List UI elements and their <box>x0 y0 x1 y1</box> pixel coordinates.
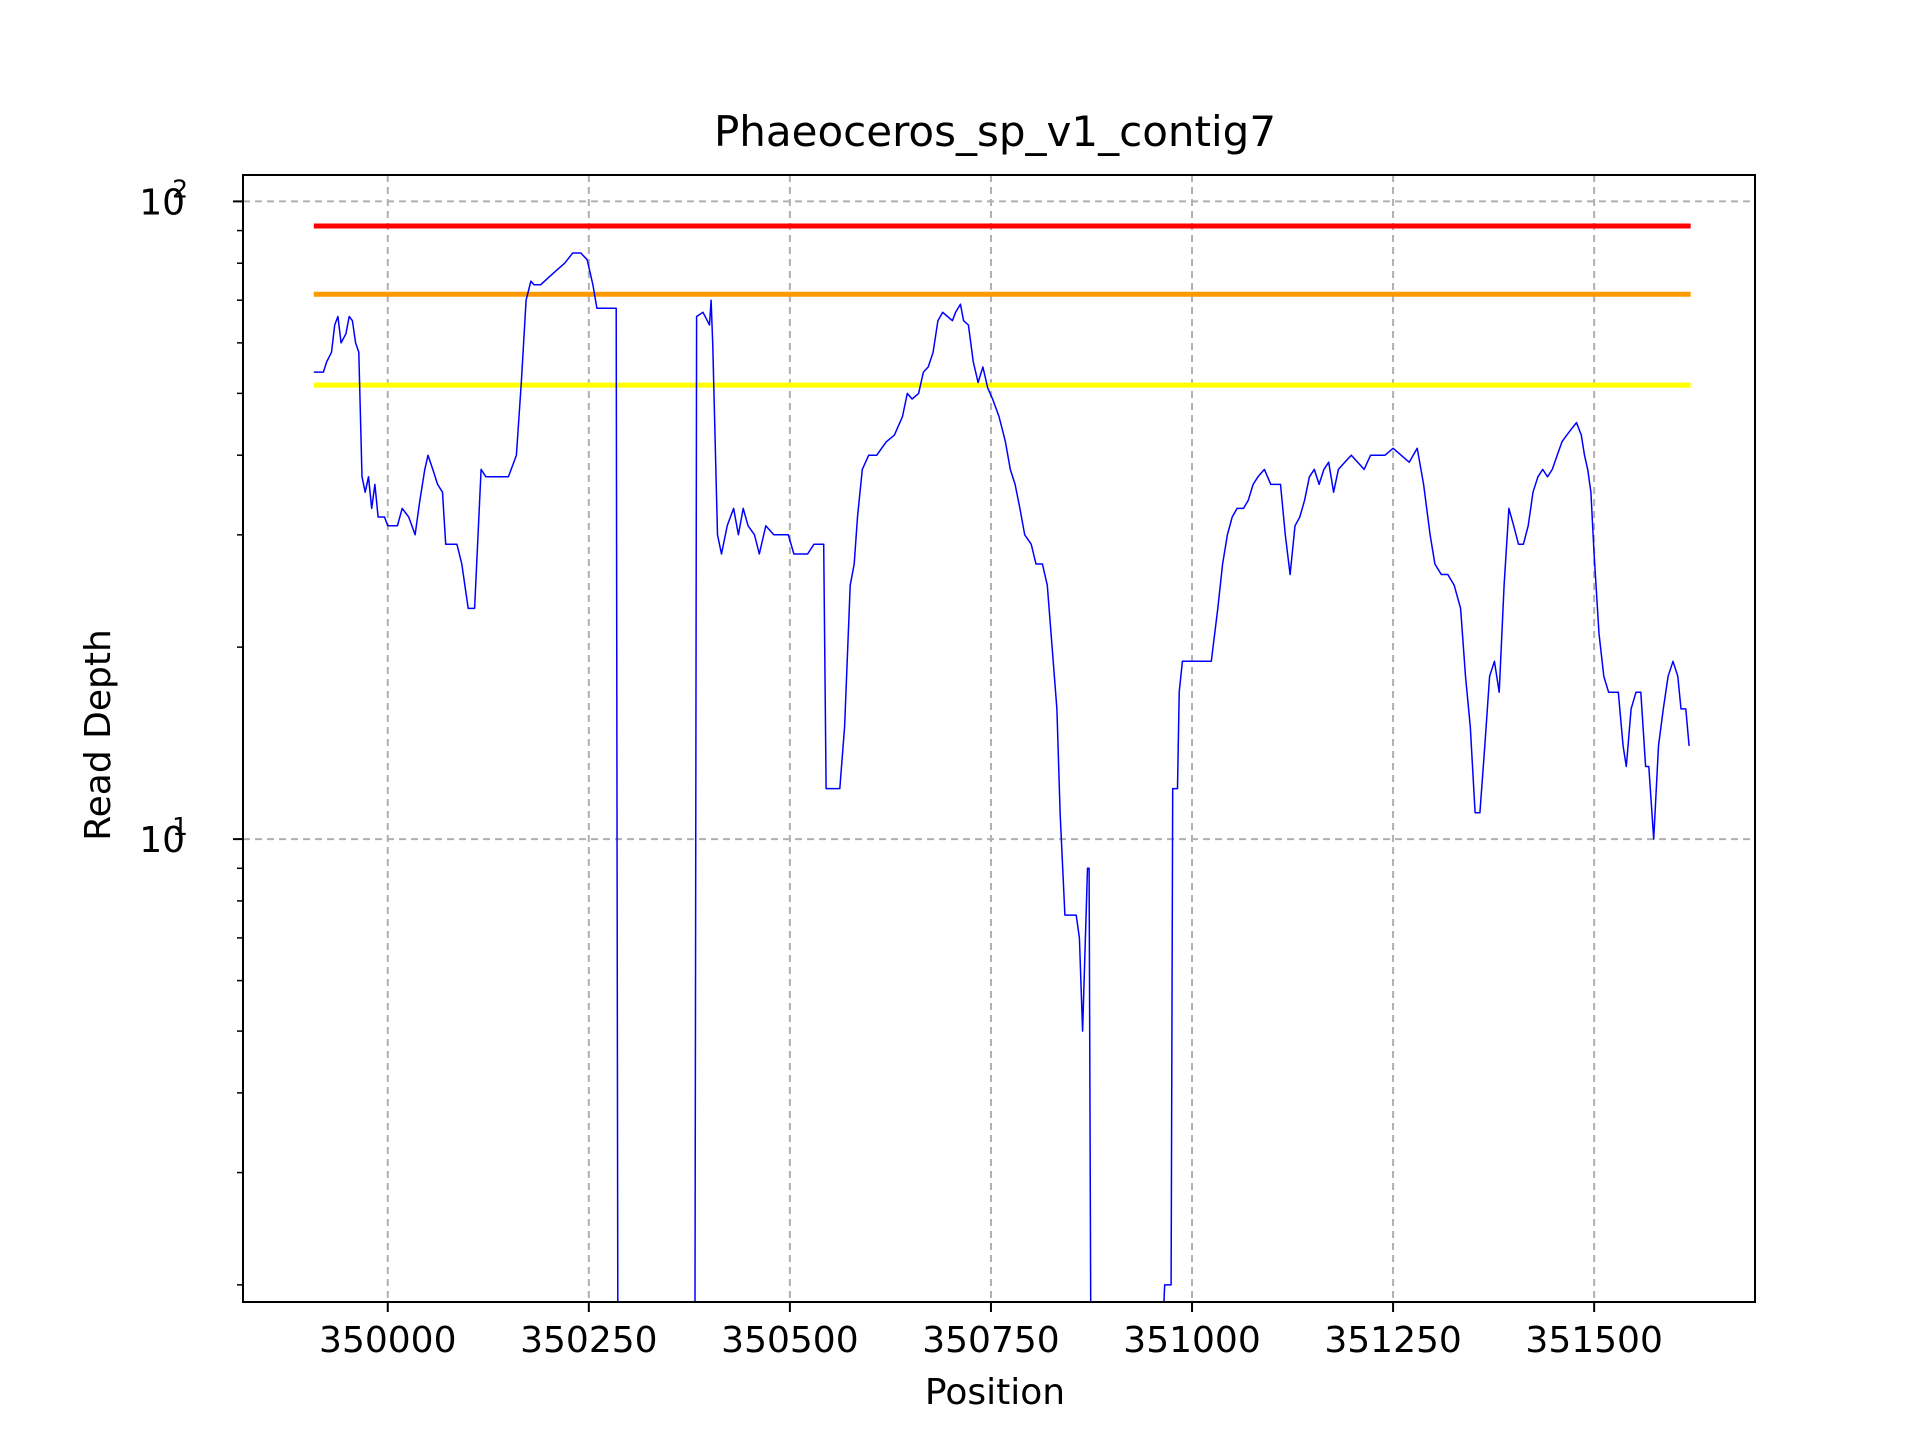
y-tick-label: 10 <box>139 182 185 223</box>
y-axis-label: Read Depth <box>78 629 119 841</box>
reference-lines <box>313 223 1691 388</box>
x-axis-label: Position <box>925 1372 1065 1413</box>
x-tick-label: 351000 <box>1123 1320 1260 1361</box>
x-tick-label: 351500 <box>1525 1320 1662 1361</box>
x-tick-label: 350500 <box>721 1320 858 1361</box>
plot-frame <box>242 174 1756 1303</box>
chart-title: Phaeoceros_sp_v1_contig7 <box>714 107 1276 156</box>
x-tick-label: 350750 <box>922 1320 1059 1361</box>
y-tick-label: 10 <box>139 820 185 861</box>
series-layer <box>313 252 1690 1303</box>
y-tick-exponent: 1 <box>172 812 188 841</box>
y-tick-base: 10 <box>139 182 185 223</box>
grid-lines <box>243 175 1755 1302</box>
x-tick-label: 350000 <box>319 1320 456 1361</box>
read-depth-line <box>313 252 1690 1303</box>
x-axis-ticks: 350000 350250 350500 350750 351000 351250 3515… <box>319 1302 1663 1361</box>
x-tick-label: 351250 <box>1324 1320 1461 1361</box>
y-tick-exponent: 2 <box>172 174 188 203</box>
x-tick-label: 350250 <box>520 1320 657 1361</box>
y-tick-base: 10 <box>139 820 185 861</box>
